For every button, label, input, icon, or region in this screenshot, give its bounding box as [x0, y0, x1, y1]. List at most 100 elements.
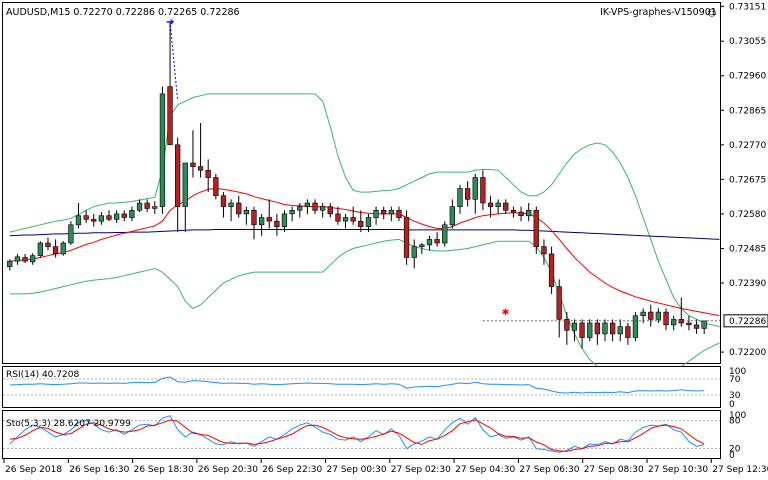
bull-candle-body	[342, 217, 349, 222]
smiley-icon: ☺	[707, 8, 716, 19]
bear-candle-body	[274, 220, 280, 227]
candle	[205, 159, 211, 193]
candle	[419, 243, 425, 254]
price-tick-label: 0.72770	[729, 141, 766, 151]
stochastic-tick-label: 20	[729, 445, 741, 455]
price-tick-label: 0.72865	[729, 106, 766, 116]
price-tick-label: 0.72390	[729, 279, 766, 289]
watermark: IK-VPS-graphes-V150901	[600, 7, 717, 18]
bull-candle-body	[319, 206, 326, 211]
candle	[693, 319, 700, 334]
bear-candle-body	[663, 311, 669, 326]
price-tick-label: 0.73055	[729, 37, 766, 47]
candle	[106, 210, 112, 222]
price-tick-label: 0.72485	[729, 244, 766, 254]
candle	[45, 237, 51, 251]
candle	[144, 199, 150, 213]
bull-candle-body	[442, 224, 448, 244]
candle	[564, 312, 570, 345]
candle	[159, 86, 166, 214]
bull-candle-body	[136, 202, 143, 211]
candle	[533, 206, 539, 254]
bear-candle-body	[464, 188, 471, 200]
bear-candle-body	[236, 202, 242, 215]
candle	[541, 239, 547, 265]
candle	[136, 199, 143, 213]
bear-candle-body	[312, 202, 318, 211]
candle	[258, 213, 265, 236]
candle	[388, 206, 394, 222]
trade-line	[169, 21, 179, 102]
candle	[190, 130, 196, 178]
bull-candle-body	[670, 319, 677, 326]
rsi-tick-label: 0	[729, 400, 735, 410]
bear-candle-body	[220, 195, 227, 207]
bear-candle-body	[358, 220, 364, 227]
candle	[312, 199, 318, 214]
bull-candle-body	[182, 162, 188, 207]
candle	[7, 259, 13, 271]
bull-candle-body	[7, 260, 13, 268]
candle	[68, 221, 74, 245]
bull-candle-body	[701, 320, 707, 329]
bear-candle-body	[22, 257, 28, 262]
bull-candle-body	[75, 215, 82, 226]
candle	[625, 323, 631, 345]
candle	[281, 210, 288, 233]
bull-candle-body	[617, 326, 623, 335]
bull-candle-body	[571, 322, 578, 331]
stochastic-signal-line	[9, 419, 705, 452]
time-tick-label: 26 Sep 20:30	[198, 465, 258, 475]
candle	[503, 199, 509, 214]
bull-candle-body	[129, 210, 135, 218]
stochastic-label: Sto(5,3,3) 28.6207 20.9799	[6, 419, 131, 429]
candle	[396, 206, 402, 222]
bull-candle-body	[587, 322, 593, 338]
candle	[274, 213, 280, 236]
price-tick-label: 0.72960	[729, 72, 766, 82]
time-tick-label: 27 Sep 12:30	[712, 465, 768, 475]
candle	[434, 232, 440, 247]
bear-candle-body	[52, 246, 59, 255]
time-tick-label: 26 Sep 2018	[5, 465, 62, 475]
symbol-info: AUDUSD,M15 0.72270 0.72286 0.72265 0.722…	[6, 7, 240, 18]
bear-candle-body	[106, 215, 112, 220]
candle	[220, 192, 227, 218]
bear-candle-body	[648, 311, 654, 320]
price-tick-label: 0.72580	[729, 210, 766, 220]
bear-candle-body	[533, 210, 539, 248]
bollinger-upper-line	[9, 93, 720, 328]
bear-candle-body	[518, 211, 524, 217]
candle	[60, 241, 66, 256]
candle	[686, 315, 692, 331]
bull-candle-body	[281, 213, 288, 227]
current-price-box	[723, 314, 768, 328]
bull-candle-body	[243, 210, 249, 215]
candle	[167, 21, 173, 146]
candle	[98, 212, 104, 225]
candle	[37, 241, 43, 258]
bull-candle-body	[373, 210, 379, 218]
bear-candle-body	[556, 286, 562, 320]
bull-candle-body	[495, 202, 501, 207]
bear-candle-body	[434, 239, 440, 244]
bear-candle-body	[190, 162, 196, 167]
candle	[548, 246, 555, 294]
candle	[518, 206, 524, 222]
candle	[304, 199, 310, 214]
candle	[571, 319, 578, 342]
time-tick-label: 27 Sep 02:30	[391, 465, 451, 475]
rsi-tick-label: 70	[729, 375, 741, 385]
bull-candle-body	[525, 210, 532, 217]
price-pane[interactable]: ➔ ✱ 0.73151 0.73055 0.72960 0.72865 0.72770 0.…	[2, 2, 768, 371]
candle	[403, 210, 410, 265]
bull-candle-body	[228, 202, 234, 207]
candle	[319, 203, 326, 218]
bull-candle-body	[258, 217, 265, 226]
bull-candle-body	[289, 210, 295, 215]
stochastic-tick-label: 80	[729, 416, 741, 426]
bull-candle-body	[159, 93, 166, 207]
